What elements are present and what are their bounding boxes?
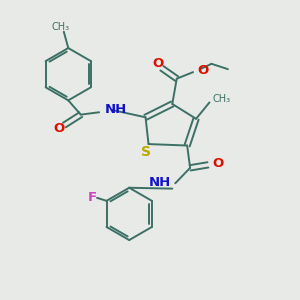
Text: CH₃: CH₃: [52, 22, 70, 32]
Text: F: F: [88, 191, 97, 204]
Text: NH: NH: [104, 103, 127, 116]
Text: O: O: [198, 64, 209, 77]
Text: O: O: [153, 57, 164, 70]
Text: O: O: [212, 157, 224, 170]
Text: NH: NH: [148, 176, 171, 189]
Text: O: O: [53, 122, 65, 135]
Text: S: S: [141, 146, 151, 159]
Text: CH₃: CH₃: [212, 94, 230, 104]
